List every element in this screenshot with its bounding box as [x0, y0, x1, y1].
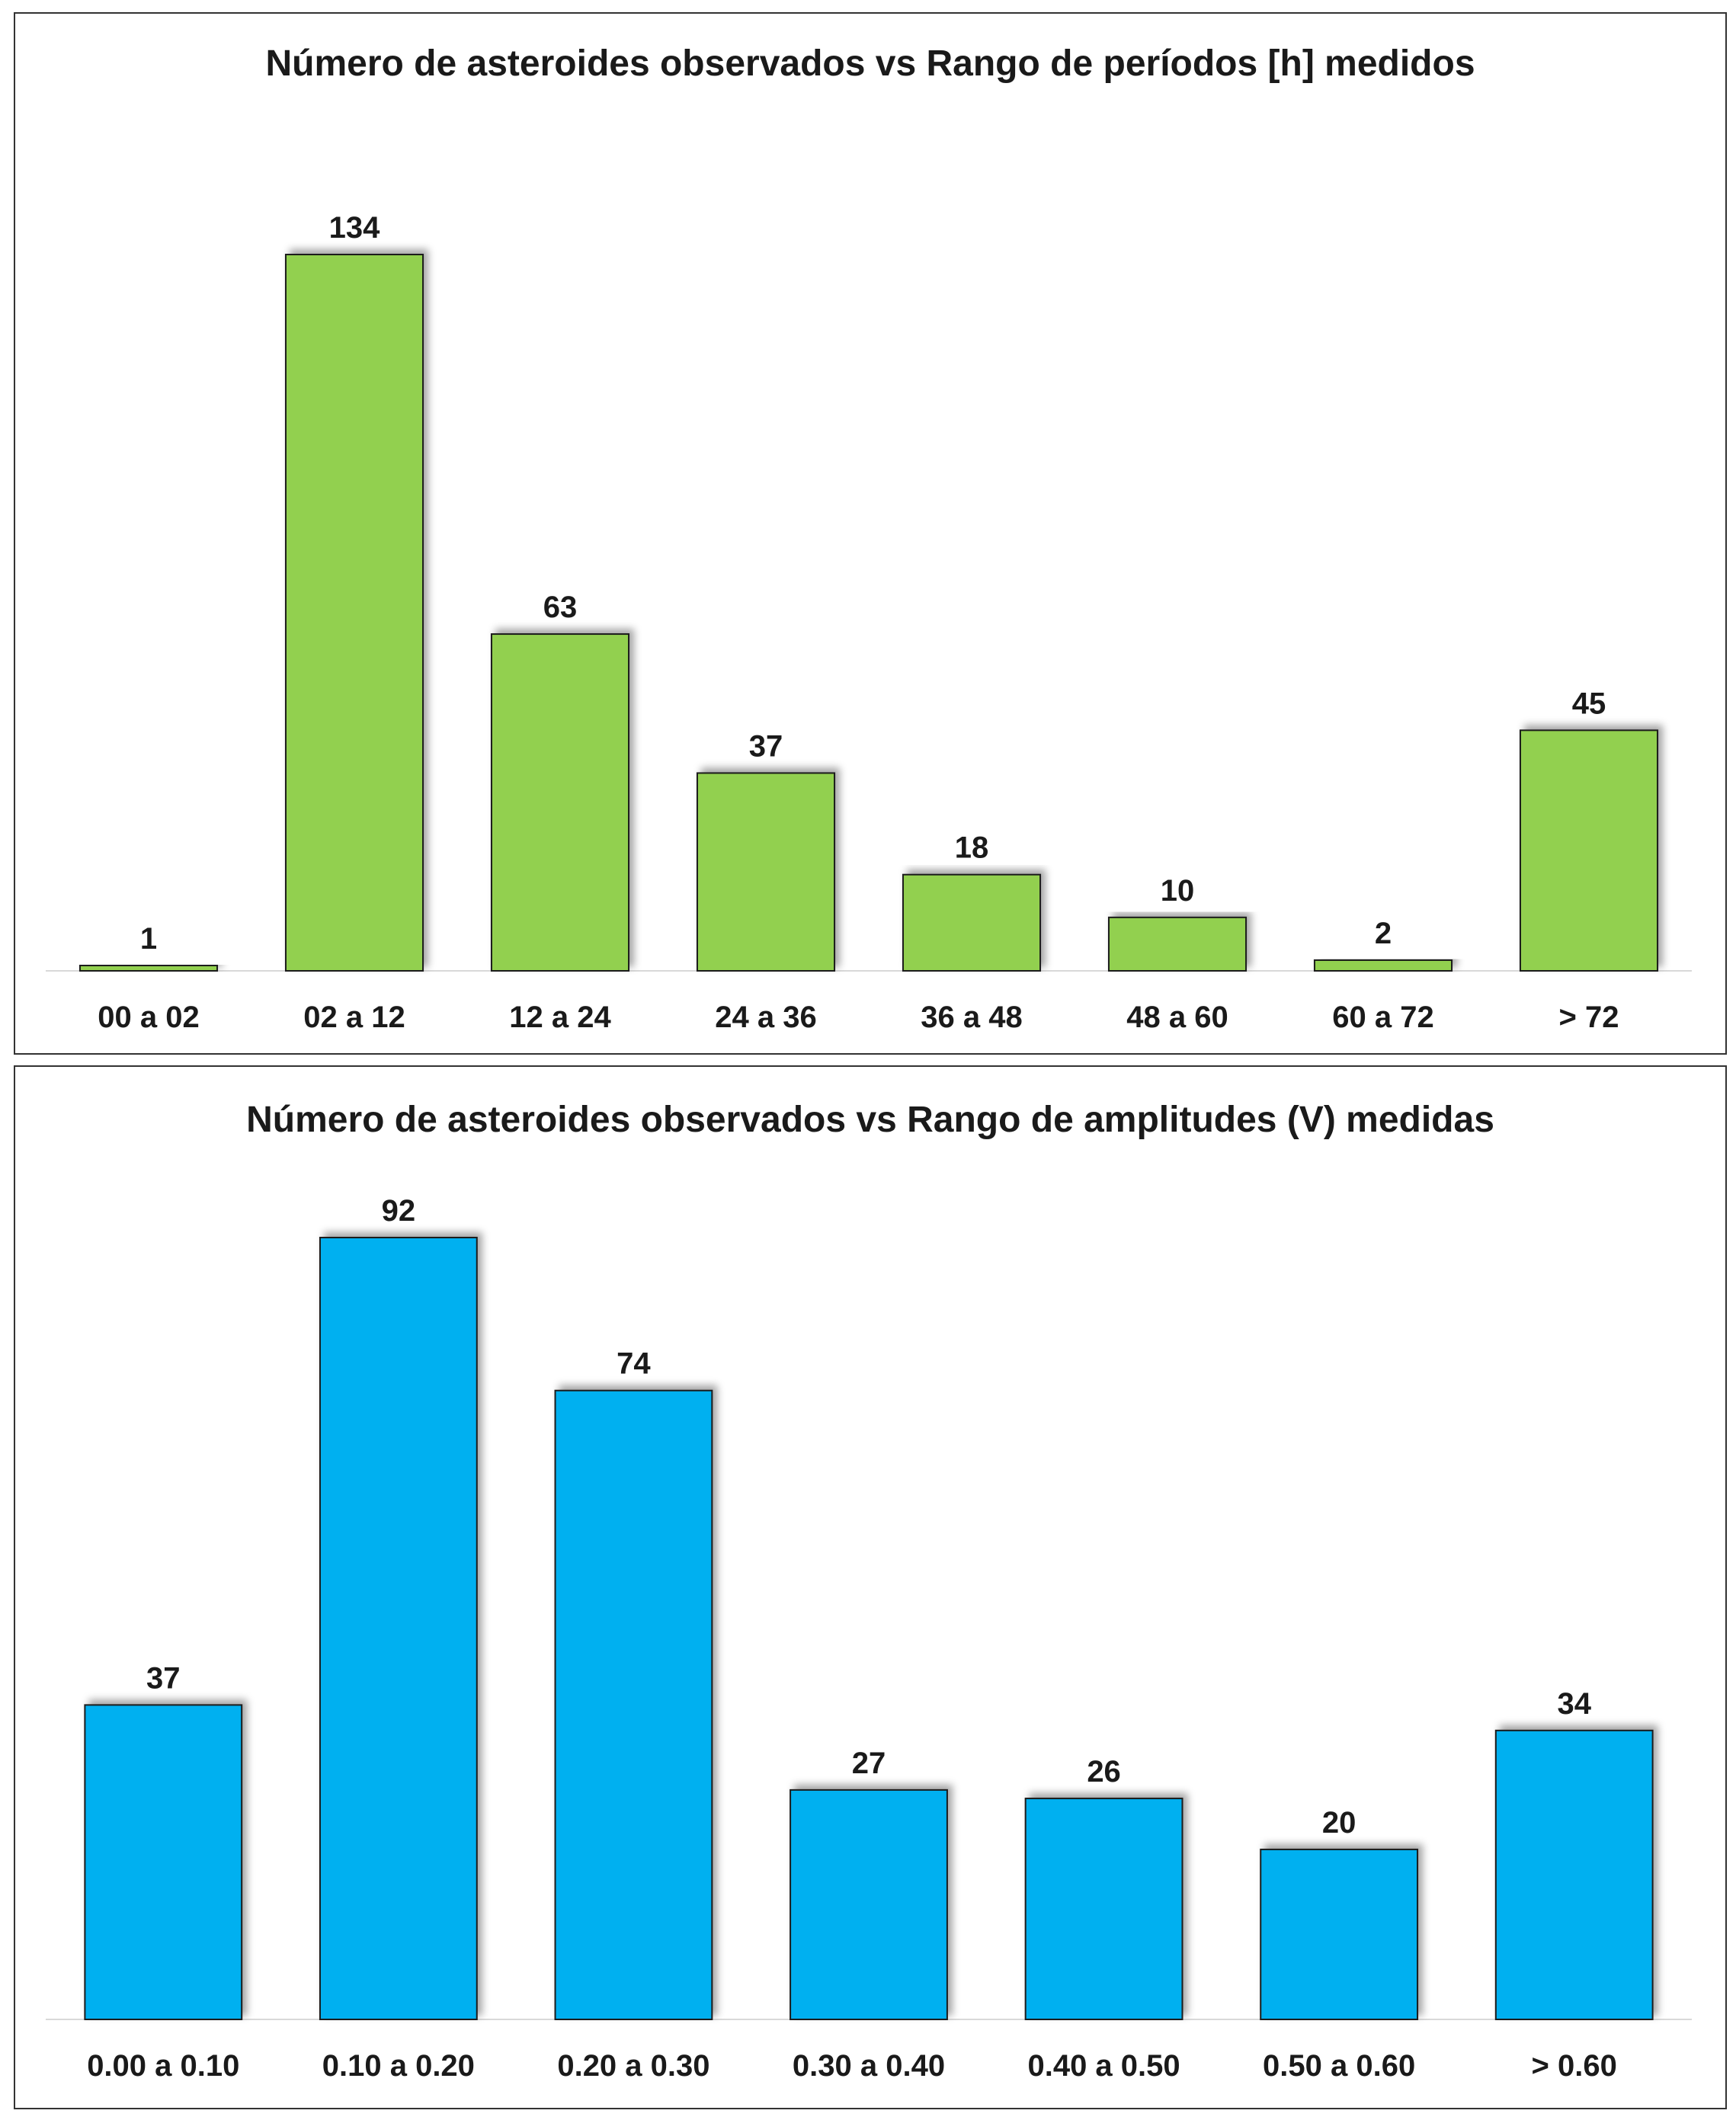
amplitude-chart-title: Número de asteroides observados vs Rango… [246, 1100, 1494, 1140]
period-bar [490, 633, 630, 972]
period-data-label: 10 [1161, 874, 1195, 908]
amplitude-bar [790, 1789, 948, 2020]
amplitude-category-label: 0.20 a 0.30 [557, 2049, 709, 2083]
amplitude-category-label: 0.10 a 0.20 [322, 2049, 475, 2083]
period-category-label: 60 a 72 [1332, 1001, 1433, 1034]
period-category-label: 36 a 48 [921, 1001, 1022, 1034]
period-bar [78, 964, 219, 972]
period-data-label: 18 [955, 831, 989, 865]
amplitude-bar [319, 1237, 478, 2020]
period-bar [1313, 959, 1453, 972]
period-bar [1519, 729, 1659, 972]
period-category-label: 02 a 12 [303, 1001, 405, 1034]
period-bar [902, 873, 1042, 972]
period-category-label: 00 a 02 [98, 1001, 199, 1034]
period-data-label: 45 [1572, 687, 1606, 720]
amplitude-data-label: 37 [146, 1661, 181, 1695]
amplitude-bar [1494, 1729, 1654, 2021]
period-data-label: 1 [140, 922, 157, 956]
amplitude-bar [1260, 1848, 1419, 2021]
amplitude-category-label: 0.40 a 0.50 [1027, 2049, 1180, 2083]
period-data-label: 134 [329, 211, 380, 245]
period-category-label: 12 a 24 [509, 1001, 611, 1034]
period-data-label: 37 [749, 729, 783, 763]
amplitude-data-label: 74 [617, 1347, 651, 1381]
amplitude-chart-plot: 37 0.00 a 0.10 92 0.10 a 0.20 74 0.20 a 0.30 2… [46, 1194, 1692, 2083]
period-data-label: 2 [1375, 917, 1392, 950]
amplitude-bar [84, 1704, 243, 2020]
amplitude-chart-panel: Número de asteroides observados vs Rango… [14, 1065, 1727, 2109]
amplitude-data-label: 34 [1557, 1687, 1591, 1721]
period-bar [284, 254, 424, 972]
period-bar [696, 772, 836, 972]
period-data-label: 63 [543, 591, 578, 624]
amplitude-category-label: 0.30 a 0.40 [793, 2049, 945, 2083]
amplitude-bar [1024, 1798, 1183, 2020]
period-chart-title: Número de asteroides observados vs Rango… [265, 43, 1475, 84]
period-bar [1107, 916, 1248, 972]
amplitude-category-label: 0.50 a 0.60 [1263, 2049, 1415, 2083]
amplitude-category-label: > 0.60 [1532, 2049, 1617, 2083]
period-chart-plot: 1 00 a 02 134 02 a 12 63 12 a 24 37 24 a 36 18 36… [46, 211, 1692, 1034]
period-category-label: > 72 [1559, 1001, 1619, 1034]
period-category-label: 24 a 36 [715, 1001, 816, 1034]
period-category-label: 48 a 60 [1126, 1001, 1228, 1034]
amplitude-data-label: 92 [382, 1194, 416, 1228]
amplitude-data-label: 26 [1087, 1755, 1121, 1789]
amplitude-data-label: 20 [1322, 1806, 1356, 1840]
amplitude-bar [554, 1389, 713, 2020]
amplitude-data-label: 27 [852, 1747, 886, 1780]
period-chart-panel: Número de asteroides observados vs Rango… [14, 12, 1727, 1055]
amplitude-category-label: 0.00 a 0.10 [87, 2049, 239, 2083]
